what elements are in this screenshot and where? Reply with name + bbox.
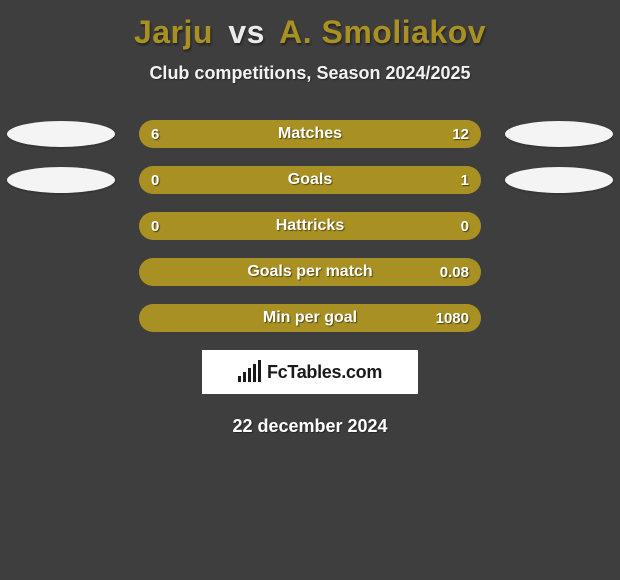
page-title: Jarju vs A. Smoliakov	[0, 0, 620, 51]
bar-fill-left	[139, 212, 310, 240]
stat-value-right: 0	[461, 212, 469, 240]
title-vs: vs	[228, 14, 265, 50]
player1-name: Jarju	[134, 14, 213, 50]
stat-value-right: 1080	[436, 304, 469, 332]
logo-text: FcTables.com	[267, 362, 382, 383]
stat-value-left: 0	[151, 166, 159, 194]
stat-value-right: 0.08	[440, 258, 469, 286]
player2-name: A. Smoliakov	[279, 14, 486, 50]
stat-value-left: 6	[151, 120, 159, 148]
player1-club-badge	[6, 120, 116, 148]
stat-bar: 00Hattricks	[139, 212, 481, 240]
club-oval-icon	[7, 121, 115, 147]
stat-rows: 612Matches01Goals00Hattricks0.08Goals pe…	[0, 120, 620, 332]
bar-fill-right	[139, 258, 481, 286]
club-oval-icon	[505, 121, 613, 147]
subtitle: Club competitions, Season 2024/2025	[0, 63, 620, 84]
bar-fill-left	[139, 166, 150, 194]
stat-row: 1080Min per goal	[0, 304, 620, 332]
stat-bar: 612Matches	[139, 120, 481, 148]
bar-fill-right	[150, 166, 481, 194]
player2-club-badge	[504, 120, 614, 148]
stat-bar: 01Goals	[139, 166, 481, 194]
club-oval-icon	[7, 167, 115, 193]
fctables-logo[interactable]: FcTables.com	[202, 350, 418, 394]
player2-club-badge	[504, 166, 614, 194]
stat-bar: 0.08Goals per match	[139, 258, 481, 286]
snapshot-date: 22 december 2024	[0, 416, 620, 437]
club-oval-icon	[505, 167, 613, 193]
stat-value-right: 12	[452, 120, 469, 148]
stat-row: 0.08Goals per match	[0, 258, 620, 286]
bar-fill-right	[139, 304, 481, 332]
stat-row: 01Goals	[0, 166, 620, 194]
bar-fill-right	[244, 120, 481, 148]
stat-row: 612Matches	[0, 120, 620, 148]
stat-value-right: 1	[461, 166, 469, 194]
logo-barchart-icon	[238, 362, 261, 382]
stat-row: 00Hattricks	[0, 212, 620, 240]
stat-value-left: 0	[151, 212, 159, 240]
player1-club-badge	[6, 166, 116, 194]
bar-fill-right	[310, 212, 481, 240]
stat-bar: 1080Min per goal	[139, 304, 481, 332]
